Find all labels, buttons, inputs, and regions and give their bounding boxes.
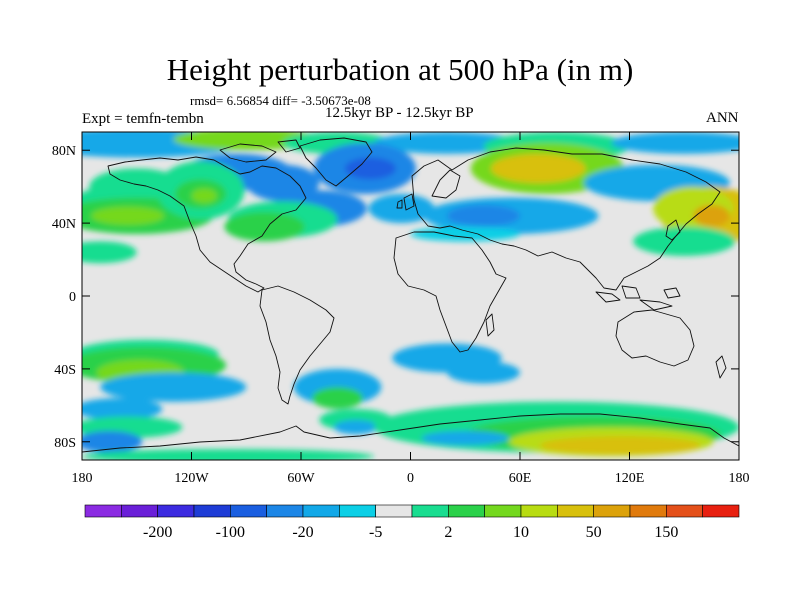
colorbar-label: -20 (292, 524, 313, 541)
colorbar-swatch (702, 504, 740, 518)
field-patch (447, 204, 520, 227)
coast-north-america (107, 156, 307, 293)
lat-tick-label: 80S (54, 436, 76, 451)
colorbar-swatch (84, 504, 122, 518)
axis-ticks (81, 132, 740, 460)
colorbar-swatch (193, 504, 231, 518)
field-patch (91, 206, 165, 225)
colorbar-swatch (666, 504, 703, 518)
axis-tick-labels: 80N 40N 0 40S 80S 180 120W 60W 0 60E 120E 180 (52, 144, 750, 486)
colorbar-label: 2 (444, 524, 452, 541)
lon-tick-label: 180 (729, 471, 750, 486)
colorbar-swatch (121, 504, 158, 518)
lon-tick-label: 60W (287, 471, 315, 486)
colorbar-swatch (302, 504, 340, 518)
field-patch (447, 361, 520, 384)
coast-japan (665, 219, 681, 241)
coast-greenland (299, 137, 373, 187)
coast-arctic-islands (219, 139, 301, 163)
field-patch (633, 226, 736, 256)
field-patch (421, 430, 510, 446)
colorbar-swatch (629, 504, 667, 518)
height-field (82, 132, 739, 460)
colorbar-label: -100 (216, 524, 245, 541)
field-patch (410, 226, 520, 242)
colorbar-swatch (593, 504, 631, 518)
coast-scandinavia (431, 169, 461, 199)
coast-africa (393, 231, 507, 353)
lon-tick-label: 60E (509, 471, 532, 486)
lon-tick-label: 120E (615, 471, 645, 486)
stats-label: rmsd= 6.56854 diff= -3.50673e-08 (190, 93, 371, 108)
colorbar: -200 -100 -20 -5 2 10 50 150 (84, 504, 740, 541)
colorbar-label: 10 (513, 524, 529, 541)
lat-tick-label: 40N (52, 217, 76, 232)
colorbar-swatch (448, 504, 485, 518)
colorbar-swatch (557, 504, 594, 518)
colorbar-label: -5 (369, 524, 382, 541)
coast-antarctica (82, 413, 739, 453)
lon-tick-label: 180 (72, 471, 93, 486)
coast-australia (615, 309, 695, 367)
coast-madagascar (485, 313, 495, 337)
field-patch (82, 241, 137, 264)
colorbar-swatch (375, 504, 413, 518)
field-patch (344, 157, 396, 180)
colorbar-swatch (484, 504, 522, 518)
field-patch (191, 188, 218, 204)
coast-new-zealand (715, 355, 727, 379)
field-patch (311, 387, 364, 409)
coastlines (82, 137, 739, 453)
field-patch (693, 204, 730, 227)
field-patch (100, 372, 247, 402)
field-patch (82, 398, 163, 420)
colorbar-swatch (520, 504, 558, 518)
field-patch (611, 132, 739, 154)
figure-title: Height perturbation at 500 hPa (in m) (166, 52, 634, 87)
field-patch (368, 193, 435, 224)
coast-south-america (259, 285, 335, 405)
field-patch (82, 449, 374, 460)
colorbar-swatch (266, 504, 304, 518)
coast-maritime-continent (595, 285, 681, 311)
colorbar-swatch (157, 504, 195, 518)
coast-eurasia (411, 147, 721, 291)
lon-tick-label: 0 (407, 471, 414, 486)
experiment-label: Expt = temfn-tembn (82, 111, 204, 127)
colorbar-swatch (230, 504, 267, 518)
coast-british-isles (396, 193, 415, 211)
field-patch (224, 212, 305, 242)
colorbar-label: -200 (143, 524, 172, 541)
colorbar-swatch (411, 504, 449, 518)
lat-tick-label: 80N (52, 144, 76, 159)
lat-tick-label: 40S (54, 363, 76, 378)
colorbar-label: 50 (586, 524, 602, 541)
field-patch (540, 436, 701, 455)
lat-tick-label: 0 (69, 290, 76, 305)
field-patch (173, 132, 320, 151)
lon-tick-label: 120W (174, 471, 209, 486)
period-label: 12.5kyr BP - 12.5kyr BP (325, 105, 474, 121)
colorbar-label: 150 (654, 524, 678, 541)
season-label: ANN (706, 110, 739, 126)
colorbar-swatch (339, 504, 376, 518)
field-patch (490, 153, 586, 184)
field-patch (333, 419, 378, 435)
